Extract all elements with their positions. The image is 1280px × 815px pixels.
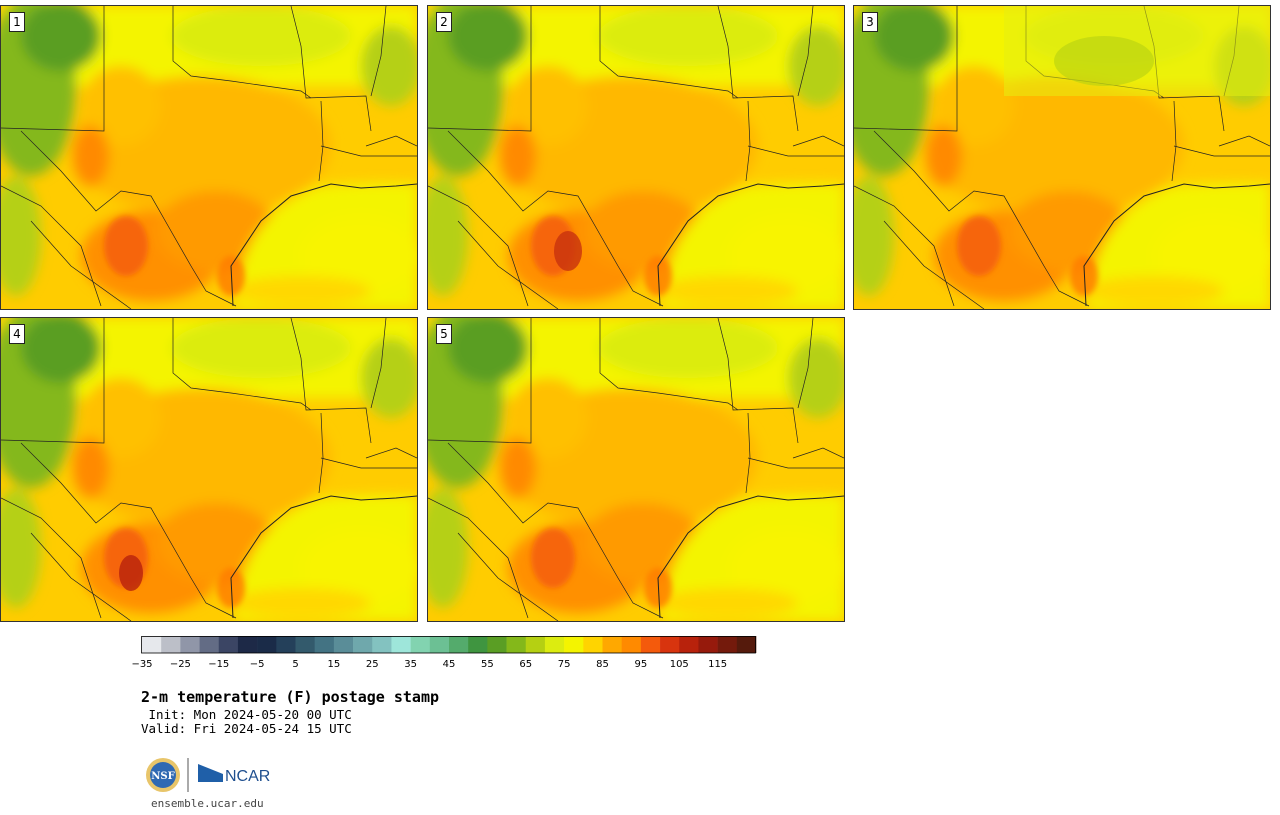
- colorbar-tick-label: 75: [557, 659, 571, 670]
- colorbar-bin: [506, 636, 527, 653]
- colorbar-bin: [429, 636, 450, 653]
- temperature-map: [428, 318, 844, 621]
- temperature-map: [1, 318, 417, 621]
- colorbar-tick-label: −5: [249, 659, 265, 670]
- map-panel-4: 4: [0, 317, 418, 622]
- temperature-map: [428, 6, 844, 309]
- colorbar-bin: [333, 636, 354, 653]
- panel-number: 2: [436, 12, 452, 32]
- colorbar-bin: [237, 636, 258, 653]
- colorbar-tick-label: −25: [169, 659, 191, 670]
- colorbar-tick-label: 15: [327, 659, 341, 670]
- colorbar-tick-label: 115: [708, 659, 728, 670]
- colorbar-tick-label: 35: [404, 659, 417, 670]
- colorbar-bin: [525, 636, 546, 653]
- colorbar-bin: [468, 636, 488, 653]
- colorbar-bin: [640, 636, 661, 653]
- map-panel-5: 5: [427, 317, 845, 622]
- colorbar-bin: [218, 636, 239, 653]
- nsf-text: NSF: [151, 771, 174, 782]
- figure-title: 2-m temperature (F) postage stamp: [141, 688, 440, 706]
- panel-number: 5: [436, 324, 452, 344]
- colorbar-bin: [161, 636, 181, 653]
- colorbar-bin: [583, 636, 603, 653]
- map-panel-3: 3: [853, 5, 1271, 310]
- colorbar-bin: [679, 636, 699, 653]
- colorbar-bin: [295, 636, 315, 653]
- colorbar-bin: [736, 636, 757, 653]
- colorbar-tick-label: 65: [519, 659, 533, 670]
- colorbar-bin: [199, 636, 220, 653]
- colorbar-bin: [180, 636, 200, 653]
- colorbar-bin: [353, 636, 373, 653]
- colorbar-bin: [564, 636, 584, 653]
- colorbar-tick-label: 5: [292, 659, 299, 670]
- colorbar-bin: [391, 636, 411, 653]
- panel-number: 4: [9, 324, 25, 344]
- temperature-map: [1, 6, 417, 309]
- nsf-ncar-logo: NSF NCAR: [145, 756, 275, 798]
- colorbar-bin: [372, 636, 392, 653]
- colorbar-tick-label: 45: [442, 659, 456, 670]
- map-panel-2: 2: [427, 5, 845, 310]
- colorbar-tick-label: 85: [596, 659, 609, 670]
- colorbar-bin: [544, 636, 565, 653]
- colorbar-tick-label: 105: [669, 659, 689, 670]
- colorbar-tick-label: 25: [365, 659, 379, 670]
- site-url: ensemble.ucar.edu: [151, 797, 264, 810]
- ncar-text: NCAR: [225, 768, 270, 785]
- colorbar-bin: [621, 636, 642, 653]
- colorbar-bin: [449, 636, 469, 653]
- colorbar-bin: [276, 636, 296, 653]
- panel-number: 3: [862, 12, 878, 32]
- colorbar-tick-label: −15: [208, 659, 230, 670]
- colorbar-tick-label: 55: [481, 659, 494, 670]
- colorbar-tick-label: 95: [634, 659, 648, 670]
- colorbar: [141, 636, 757, 654]
- colorbar-bin: [660, 636, 680, 653]
- colorbar-bin: [717, 636, 738, 653]
- colorbar-bin: [410, 636, 431, 653]
- colorbar-tick-label: −35: [131, 659, 153, 670]
- colorbar-bin: [602, 636, 622, 653]
- colorbar-bin: [698, 636, 718, 653]
- map-panel-1: 1: [0, 5, 418, 310]
- init-time: Init: Mon 2024-05-20 00 UTC: [141, 707, 352, 722]
- temperature-map: [854, 6, 1270, 309]
- valid-time: Valid: Fri 2024-05-24 15 UTC: [141, 721, 352, 736]
- panel-number: 1: [9, 12, 25, 32]
- colorbar-bin: [257, 636, 277, 653]
- colorbar-bin: [142, 636, 162, 653]
- colorbar-bin: [487, 636, 507, 653]
- colorbar-bin: [314, 636, 335, 653]
